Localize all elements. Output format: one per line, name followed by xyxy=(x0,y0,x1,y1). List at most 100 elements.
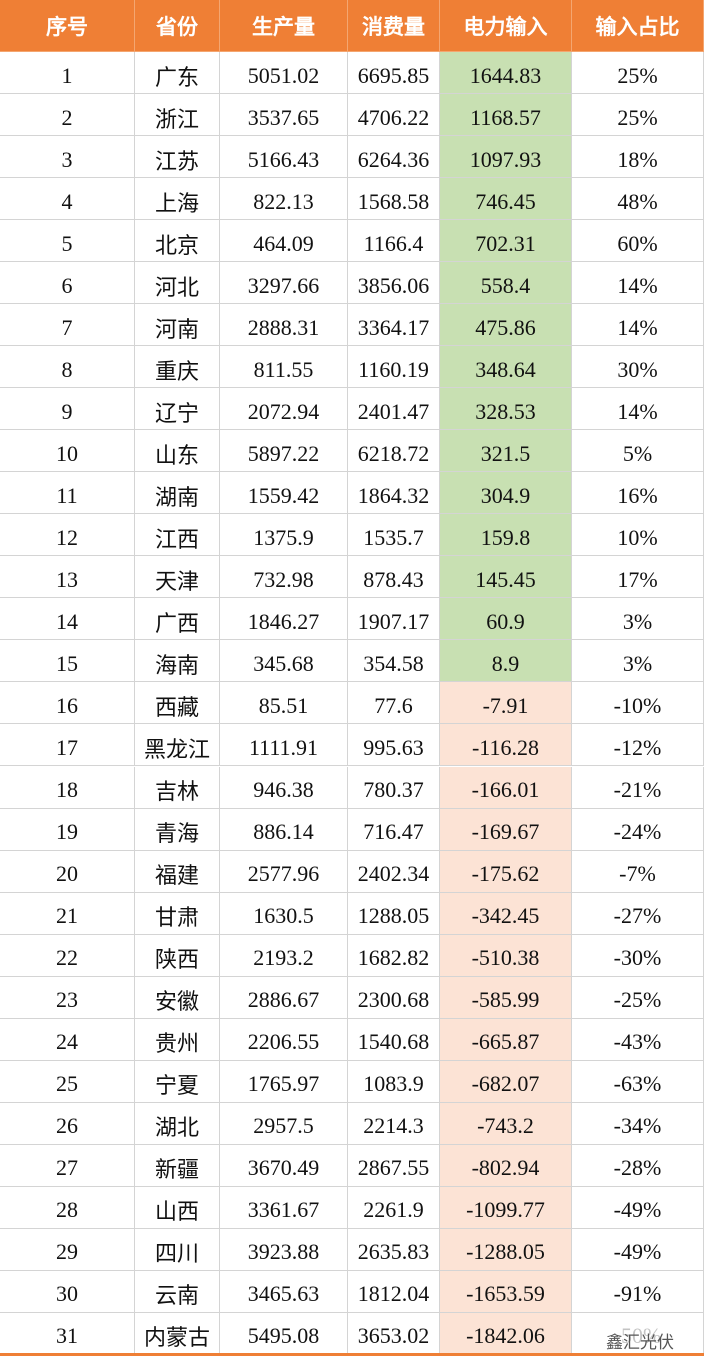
table-cell: 3361.67 xyxy=(220,1186,348,1229)
table-cell: 陕西 xyxy=(135,934,220,977)
table-cell: 1765.97 xyxy=(220,1060,348,1103)
table-cell: 1644.83 xyxy=(440,52,572,95)
table-cell: 2888.31 xyxy=(220,304,348,347)
table-cell: 山西 xyxy=(135,1186,220,1229)
table-cell: -28% xyxy=(572,1144,704,1187)
table-cell: -342.45 xyxy=(440,892,572,935)
table-cell: 6264.36 xyxy=(348,136,440,179)
header-cell: 输入占比 xyxy=(572,0,704,52)
table-cell: -682.07 xyxy=(440,1060,572,1103)
table-cell: 湖北 xyxy=(135,1102,220,1145)
table-cell: 1630.5 xyxy=(220,892,348,935)
table-cell: 1083.9 xyxy=(348,1060,440,1103)
table-cell: 3670.49 xyxy=(220,1144,348,1187)
table-cell: 2635.83 xyxy=(348,1228,440,1271)
table-cell: 6695.85 xyxy=(348,52,440,95)
table-cell: 辽宁 xyxy=(135,388,220,431)
table-cell: 348.64 xyxy=(440,346,572,389)
table-cell: 5051.02 xyxy=(220,52,348,95)
table-cell: 3923.88 xyxy=(220,1228,348,1271)
table-cell: 四川 xyxy=(135,1228,220,1271)
table-cell: 2867.55 xyxy=(348,1144,440,1187)
table-cell: 60.9 xyxy=(440,598,572,641)
table-cell: 河北 xyxy=(135,262,220,305)
table-cell: 716.47 xyxy=(348,808,440,851)
table-cell: 2261.9 xyxy=(348,1186,440,1229)
table-cell: 20 xyxy=(0,850,135,893)
table-cell: 甘肃 xyxy=(135,892,220,935)
table-cell: 湖南 xyxy=(135,472,220,515)
table-cell: 1907.17 xyxy=(348,598,440,641)
table-cell: 25% xyxy=(572,52,704,95)
table-cell: 23 xyxy=(0,976,135,1019)
table-cell: 30% xyxy=(572,346,704,389)
table-cell: 6 xyxy=(0,262,135,305)
table-cell: 5897.22 xyxy=(220,430,348,473)
table-cell: 48% xyxy=(572,178,704,221)
table-cell: 1540.68 xyxy=(348,1018,440,1061)
table-cell: 1160.19 xyxy=(348,346,440,389)
table-cell: 2214.3 xyxy=(348,1102,440,1145)
table-cell: 995.63 xyxy=(348,724,440,767)
table-cell: 21 xyxy=(0,892,135,935)
header-cell: 省份 xyxy=(135,0,220,52)
table-cell: 3297.66 xyxy=(220,262,348,305)
table-cell: 159.8 xyxy=(440,514,572,557)
table-cell: 黑龙江 xyxy=(135,724,220,767)
table-cell: 7 xyxy=(0,304,135,347)
table-cell: 5166.43 xyxy=(220,136,348,179)
table-cell: -43% xyxy=(572,1018,704,1061)
table-cell: -1099.77 xyxy=(440,1186,572,1229)
table-cell: 25 xyxy=(0,1060,135,1103)
table-cell: -91% xyxy=(572,1270,704,1313)
table-cell: 5 xyxy=(0,220,135,263)
table-cell: 江苏 xyxy=(135,136,220,179)
table-cell: -169.67 xyxy=(440,808,572,851)
table-cell: 宁夏 xyxy=(135,1060,220,1103)
table-cell: 3% xyxy=(572,598,704,641)
table-cell: -1653.59 xyxy=(440,1270,572,1313)
table-cell: 27 xyxy=(0,1144,135,1187)
table-cell: 328.53 xyxy=(440,388,572,431)
table-cell: 16 xyxy=(0,682,135,725)
table-cell: 17 xyxy=(0,724,135,767)
table-cell: 6218.72 xyxy=(348,430,440,473)
table-cell: -49% xyxy=(572,1186,704,1229)
table-cell: -12% xyxy=(572,724,704,767)
table-cell: 山东 xyxy=(135,430,220,473)
table-cell: -166.01 xyxy=(440,766,572,809)
table-cell: 18% xyxy=(572,136,704,179)
table-cell: 1168.57 xyxy=(440,94,572,137)
table-cell: 24 xyxy=(0,1018,135,1061)
table-cell: 31 xyxy=(0,1312,135,1355)
table-cell: 3% xyxy=(572,640,704,683)
table-cell: -802.94 xyxy=(440,1144,572,1187)
table-cell: 2577.96 xyxy=(220,850,348,893)
table-cell: 广东 xyxy=(135,52,220,95)
table-cell: -30% xyxy=(572,934,704,977)
table-cell: 28 xyxy=(0,1186,135,1229)
table-cell: 15 xyxy=(0,640,135,683)
table-cell: -7.91 xyxy=(440,682,572,725)
table-cell: 1812.04 xyxy=(348,1270,440,1313)
table-cell: 1535.7 xyxy=(348,514,440,557)
table-cell: -175.62 xyxy=(440,850,572,893)
table-cell: 14% xyxy=(572,262,704,305)
table-cell: -743.2 xyxy=(440,1102,572,1145)
table-cell: 2 xyxy=(0,94,135,137)
table-cell: 16% xyxy=(572,472,704,515)
table-cell: 内蒙古 xyxy=(135,1312,220,1355)
table-cell: 1288.05 xyxy=(348,892,440,935)
table-cell: 3 xyxy=(0,136,135,179)
table-cell: 321.5 xyxy=(440,430,572,473)
header-cell: 电力输入 xyxy=(440,0,572,52)
table-cell: 9 xyxy=(0,388,135,431)
table-cell: 464.09 xyxy=(220,220,348,263)
table-cell: -7% xyxy=(572,850,704,893)
table-cell: 2886.67 xyxy=(220,976,348,1019)
table-cell: 3364.17 xyxy=(348,304,440,347)
table-cell: -21% xyxy=(572,766,704,809)
table-cell: 河南 xyxy=(135,304,220,347)
table-cell: 354.58 xyxy=(348,640,440,683)
